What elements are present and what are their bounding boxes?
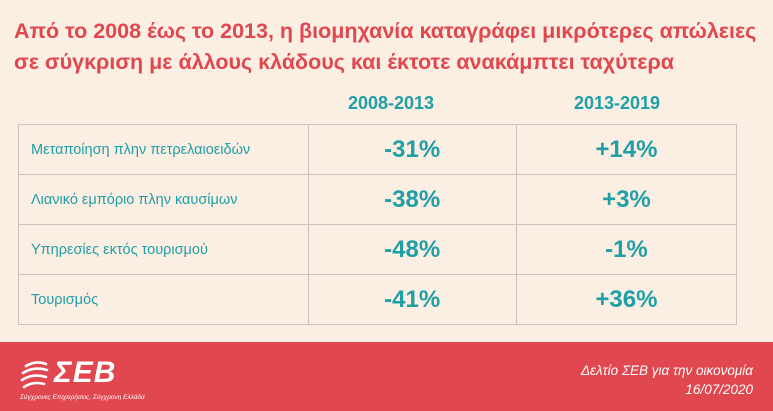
sev-logo: ΣΕΒ Σύγχρονες Επιχειρήσεις, Σύγχρονη Ελλ… — [20, 356, 170, 406]
column-header-2013-2019: 2013-2019 — [573, 93, 661, 113]
logo-wordmark: ΣΕΒ — [54, 356, 117, 389]
title-line-1: Από το 2008 έως το 2013, η βιομηχανία κα… — [14, 19, 757, 43]
publication-name: Δελτίο ΣΕΒ για την οικονομία — [581, 363, 753, 378]
publication-date: 16/07/2020 — [685, 382, 753, 397]
data-table: Μεταποίηση πλην πετρελαιοειδών -31% +14%… — [18, 124, 738, 325]
row-label: Λιανικό εμπόριο πλην καυσίμων — [18, 174, 309, 225]
row-label: Μεταποίηση πλην πετρελαιοειδών — [18, 124, 309, 175]
value-2013-2019: -1% — [515, 224, 738, 275]
table-row: Λιανικό εμπόριο πλην καυσίμων -38% +3% — [18, 174, 738, 225]
column-header-2008-2013: 2008-2013 — [347, 93, 435, 113]
footer-bar: ΣΕΒ Σύγχρονες Επιχειρήσεις, Σύγχρονη Ελλ… — [0, 342, 773, 411]
value-2008-2013: -38% — [307, 174, 517, 225]
sev-logo-icon — [20, 361, 49, 389]
value-2013-2019: +3% — [515, 174, 738, 225]
value-2013-2019: +36% — [515, 274, 738, 325]
value-2008-2013: -48% — [307, 224, 517, 275]
title-line-2: σε σύγκριση με άλλους κλάδους και έκτοτε… — [14, 50, 674, 74]
page-title: Από το 2008 έως το 2013, η βιομηχανία κα… — [14, 16, 764, 78]
footer-source: Δελτίο ΣΕΒ για την οικονομία 16/07/2020 — [581, 361, 753, 399]
row-label: Υπηρεσίες εκτός τουρισμού — [18, 224, 309, 275]
table-row: Υπηρεσίες εκτός τουρισμού -48% -1% — [18, 224, 738, 275]
table-row: Μεταποίηση πλην πετρελαιοειδών -31% +14% — [18, 124, 738, 175]
logo-tagline: Σύγχρονες Επιχειρήσεις, Σύγχρονη Ελλάδα — [20, 394, 145, 401]
value-2013-2019: +14% — [515, 124, 738, 175]
value-2008-2013: -31% — [307, 124, 517, 175]
table-row: Τουρισμός -41% +36% — [18, 274, 738, 325]
row-label: Τουρισμός — [18, 274, 309, 325]
value-2008-2013: -41% — [307, 274, 517, 325]
